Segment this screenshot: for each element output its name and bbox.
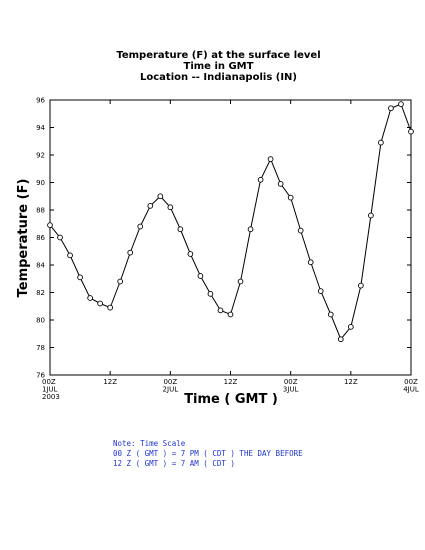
x-tick-label: 00Z: [404, 378, 418, 386]
data-point: [347, 324, 354, 330]
y-tick-label: 92: [36, 152, 45, 160]
data-point: [297, 227, 304, 234]
note-line-2: 00 Z ( GMT ) = 7 PM ( CDT ) THE DAY BEFO…: [113, 449, 303, 458]
data-point: [368, 212, 374, 219]
data-point: [117, 278, 124, 285]
y-tick-label: 78: [36, 344, 45, 352]
data-point: [157, 193, 164, 200]
note-line-3: 12 Z ( GMT ) = 7 AM ( CDT ): [113, 459, 235, 468]
x-tick-label: 00Z: [284, 378, 298, 386]
x-tick-label: 2003: [42, 393, 60, 401]
x-tick-label: 4JUL: [403, 386, 419, 394]
y-tick-label: 96: [36, 97, 45, 105]
data-point: [57, 234, 63, 241]
y-tick-label: 94: [36, 124, 45, 132]
y-axis-label: Temperature (F): [16, 179, 31, 298]
plot-frame: [49, 99, 412, 376]
y-tick-label: 86: [36, 234, 45, 242]
data-point: [207, 291, 214, 297]
data-point: [378, 139, 384, 146]
data-point: [47, 222, 53, 228]
data-point: [217, 307, 224, 314]
data-point: [177, 226, 184, 233]
series-line: [49, 103, 412, 341]
data-point: [97, 300, 103, 307]
series-points: [47, 101, 414, 343]
data-point: [257, 176, 264, 183]
time-scale-note: Note: Time Scale 00 Z ( GMT ) = 7 PM ( C…: [113, 439, 303, 469]
data-point: [337, 336, 344, 343]
data-point: [77, 274, 83, 281]
data-point: [358, 282, 364, 289]
x-tick-label: 12Z: [344, 378, 358, 386]
y-axis: 76 78 80 82 84 86 88 90 92 94 96: [36, 97, 411, 380]
data-point: [187, 251, 194, 257]
data-point: [87, 295, 93, 301]
title-line-3: Location -- Indianapolis (IN): [140, 72, 297, 83]
data-point: [137, 223, 144, 230]
x-tick-label: 12Z: [224, 378, 238, 386]
x-tick-label: 00Z: [42, 378, 56, 386]
data-point: [197, 273, 204, 279]
y-tick-label: 90: [36, 179, 45, 187]
x-tick-label: 2JUL: [163, 386, 179, 394]
data-point: [267, 156, 274, 162]
chart-title: Temperature (F) at the surface level Tim…: [0, 50, 425, 83]
data-point: [247, 226, 254, 233]
data-point: [307, 259, 314, 266]
data-point: [167, 204, 174, 211]
data-point: [388, 105, 394, 112]
data-point: [107, 304, 114, 311]
data-point: [398, 101, 404, 107]
data-point: [67, 252, 73, 259]
x-tick-label: 00Z: [163, 378, 177, 386]
y-tick-label: 84: [36, 262, 45, 270]
note-line-1: Note: Time Scale: [113, 439, 186, 448]
y-tick-label: 76: [36, 372, 45, 380]
x-axis-label: Time ( GMT ): [184, 392, 278, 407]
data-point: [277, 181, 284, 187]
x-tick-label: 1JUL: [42, 386, 58, 394]
y-tick-label: 82: [36, 289, 45, 297]
data-point: [327, 311, 334, 318]
y-tick-label: 80: [36, 317, 45, 325]
y-tick-label: 88: [36, 207, 45, 215]
data-point: [227, 311, 234, 318]
data-point: [287, 194, 294, 201]
x-tick-label: 12Z: [103, 378, 117, 386]
title-line-1: Temperature (F) at the surface level: [116, 50, 321, 61]
data-point: [127, 249, 134, 256]
x-tick-label: 3JUL: [283, 386, 299, 394]
data-point: [147, 203, 154, 209]
title-line-2: Time in GMT: [183, 61, 254, 72]
data-point: [317, 288, 324, 294]
data-point: [237, 278, 244, 285]
data-point: [408, 128, 414, 135]
